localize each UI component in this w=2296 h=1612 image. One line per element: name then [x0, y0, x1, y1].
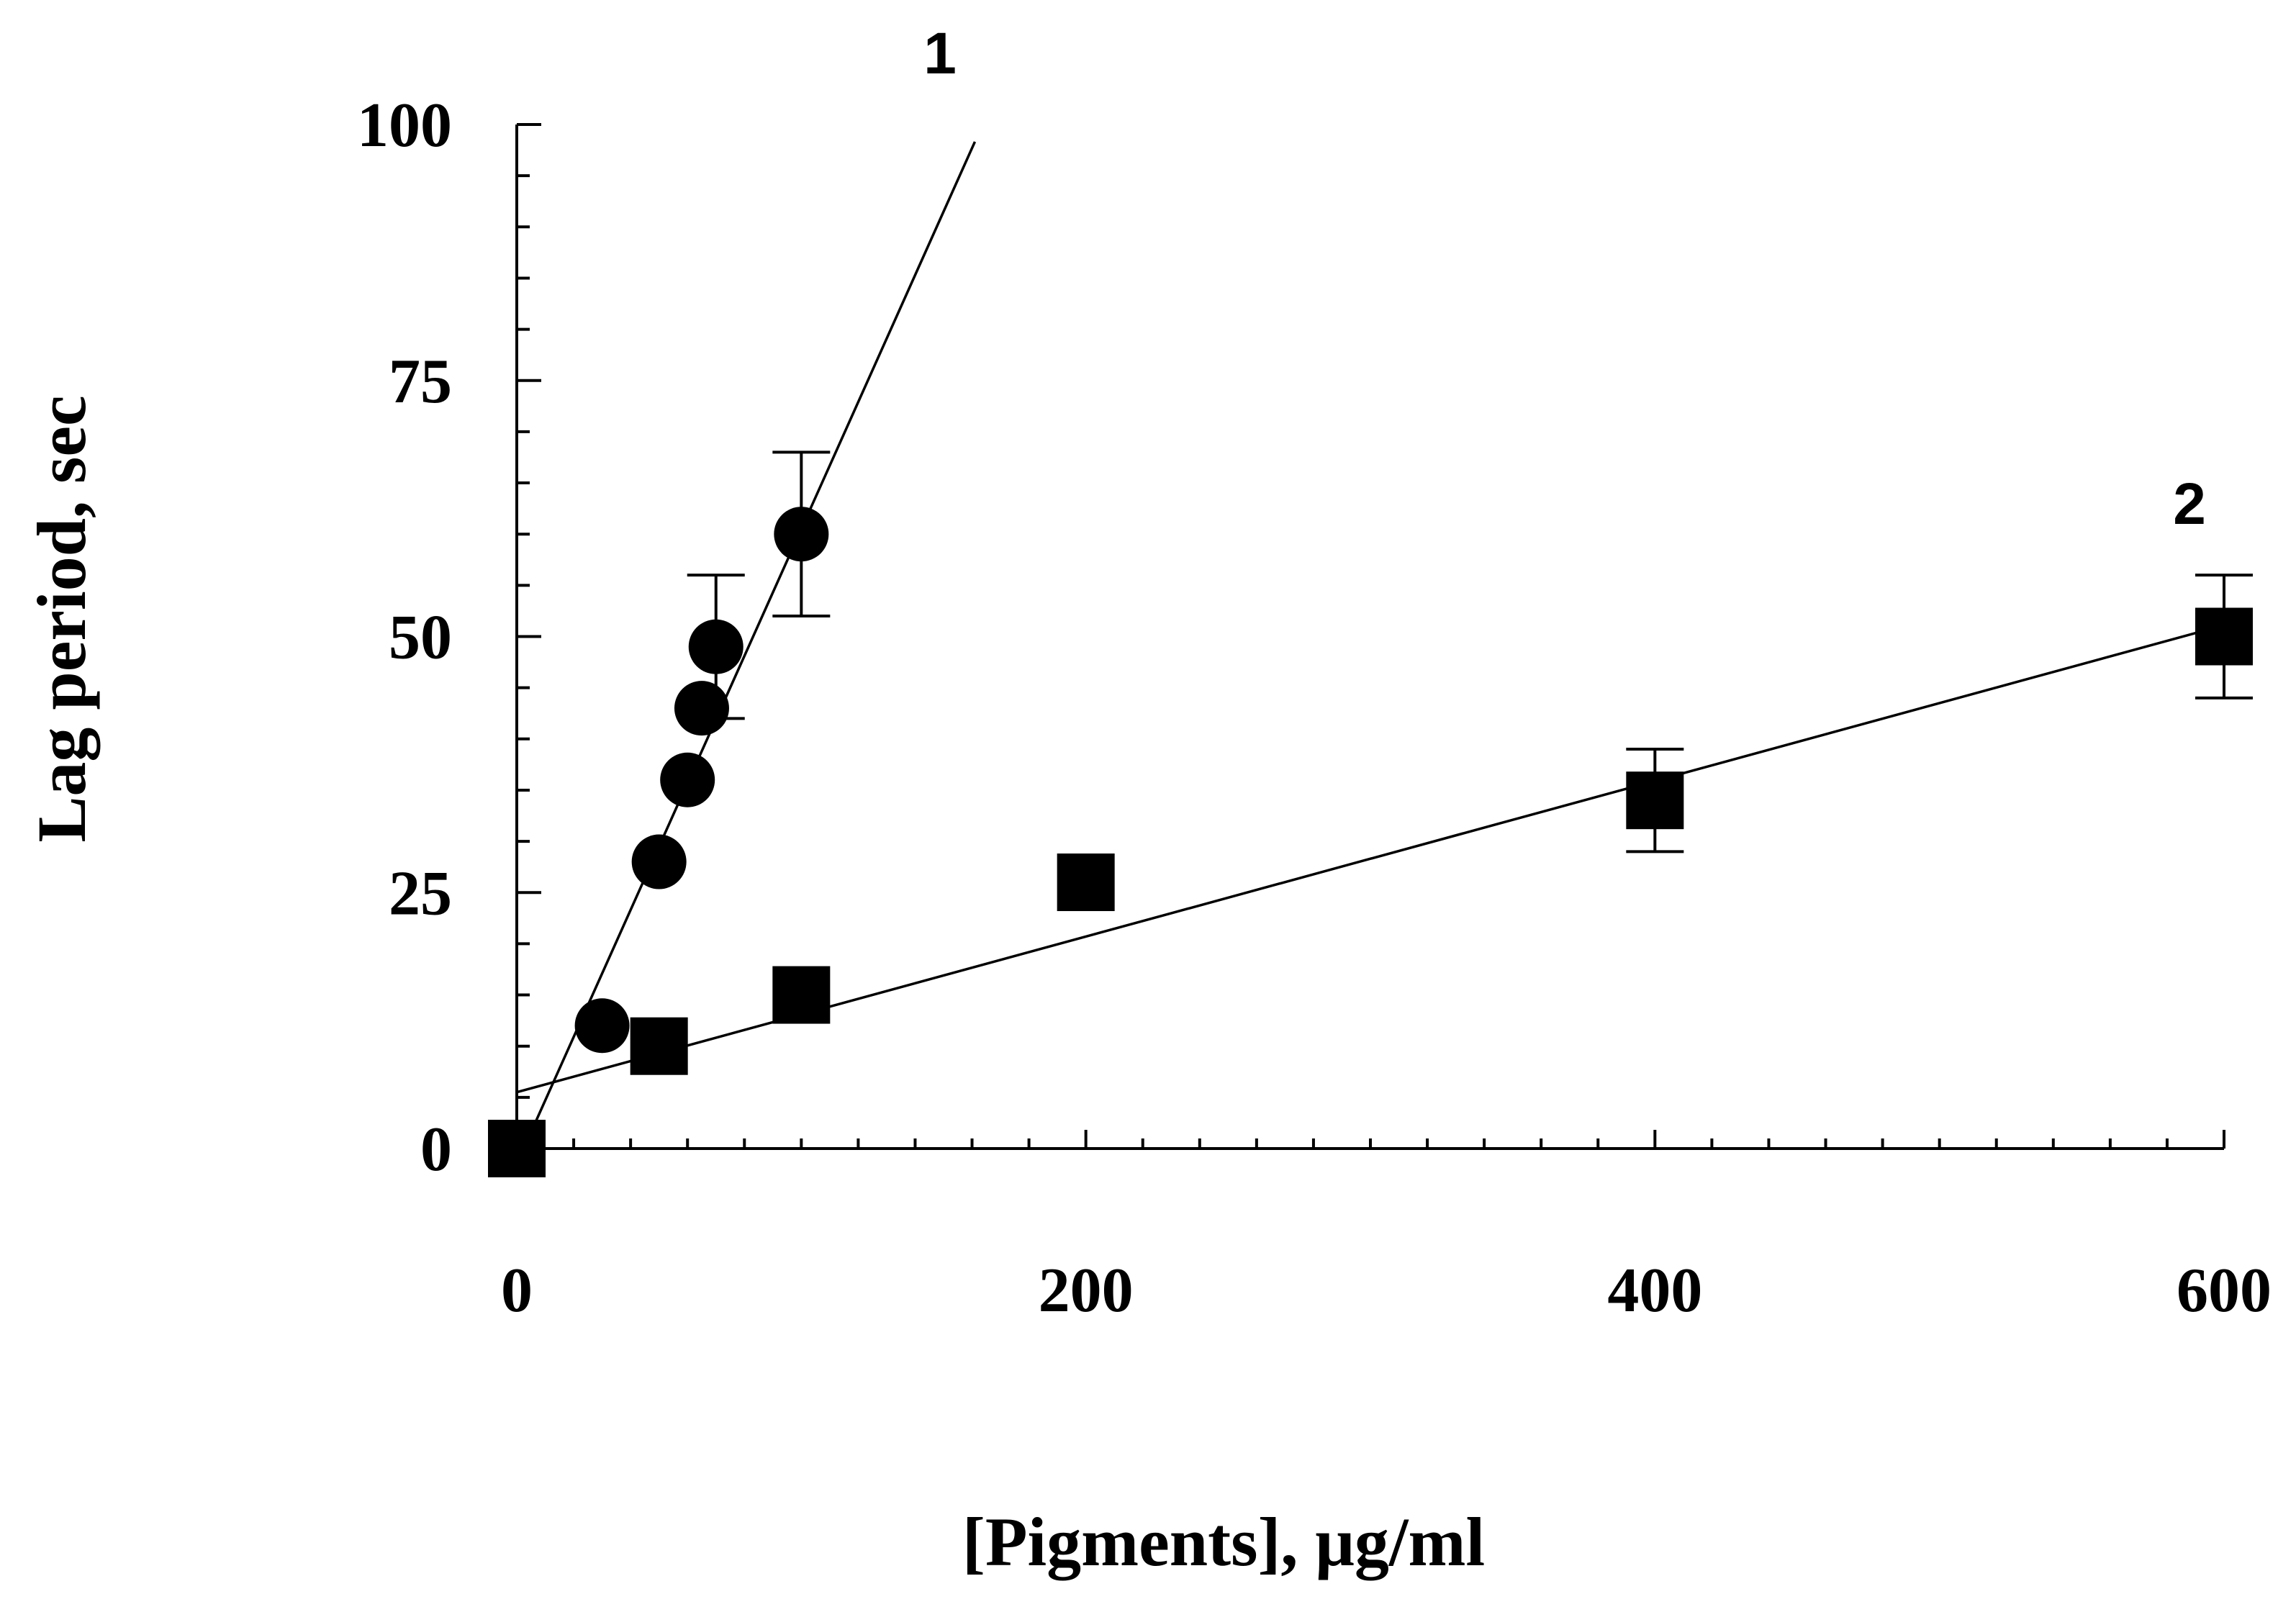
data-point-square — [488, 1120, 546, 1177]
data-point-circle — [574, 998, 630, 1054]
fit-line-series-1 — [515, 141, 977, 1165]
error-bars — [687, 450, 2253, 853]
data-point-square — [772, 966, 831, 1024]
data-point-circle — [774, 507, 829, 562]
axes — [515, 123, 2225, 1150]
y-tick-label: 50 — [389, 603, 452, 673]
x-tick-label: 0 — [501, 1256, 533, 1326]
x-tick-label: 400 — [1607, 1256, 1702, 1326]
data-markers — [488, 507, 2253, 1177]
y-tick-label: 25 — [389, 859, 452, 928]
data-point-square — [630, 1017, 688, 1075]
data-point-circle — [631, 834, 687, 889]
y-tick-label: 100 — [357, 91, 452, 160]
x-tick-label: 200 — [1039, 1256, 1134, 1326]
tick-labels: 0 200 400 600 0 25 50 75 100 — [357, 91, 2272, 1326]
y-axis-title: Lag period, sec — [23, 395, 100, 842]
data-point-circle — [660, 752, 715, 807]
data-point-circle — [688, 619, 744, 674]
y-tick-label: 0 — [420, 1115, 452, 1185]
data-point-square — [2195, 607, 2253, 666]
data-point-circle — [674, 681, 729, 736]
series-label-1: 1 — [923, 21, 957, 86]
data-point-square — [1626, 771, 1684, 830]
data-point-square — [1057, 853, 1115, 912]
x-tick-label: 600 — [2177, 1256, 2272, 1326]
series-label-2: 2 — [2173, 471, 2206, 537]
x-axis-title: [Pigments], μg/ml — [962, 1503, 1485, 1580]
y-tick-label: 75 — [389, 347, 452, 417]
